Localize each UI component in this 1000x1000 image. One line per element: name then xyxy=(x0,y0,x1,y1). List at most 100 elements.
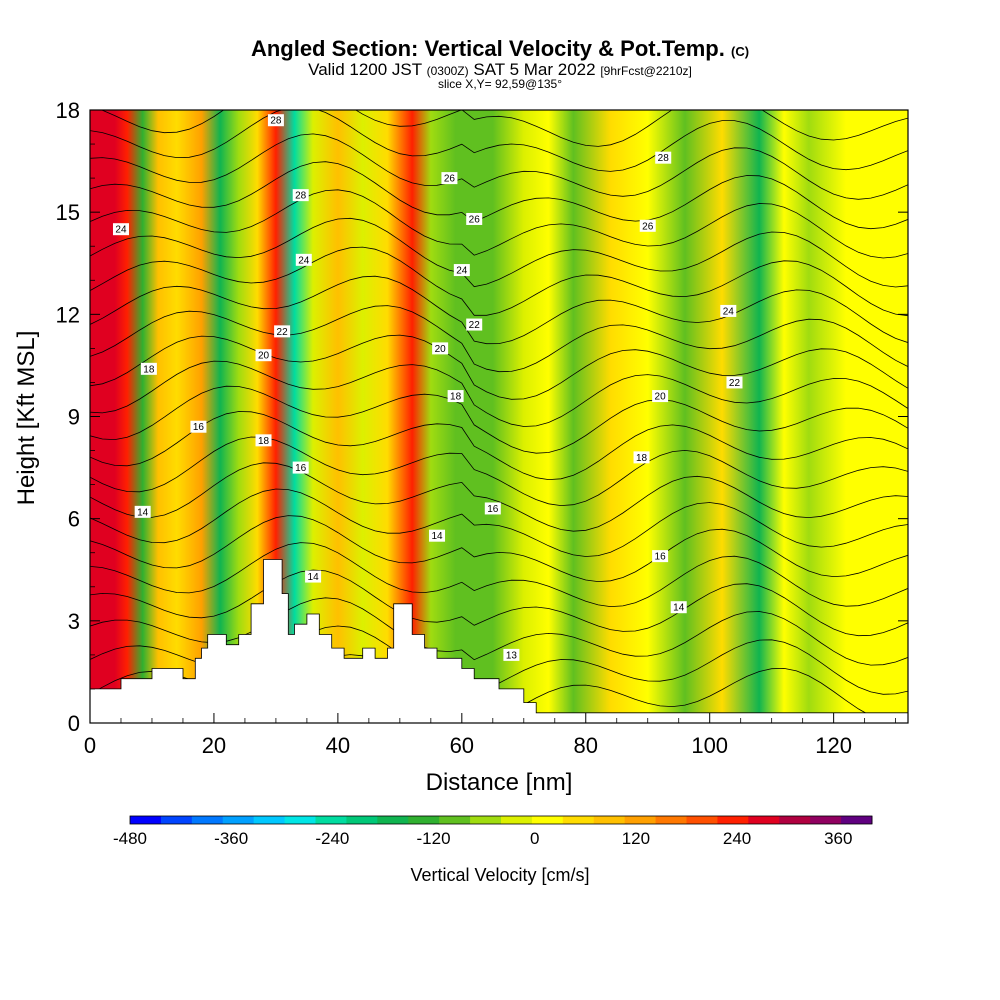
isentrope-label-text: 14 xyxy=(431,531,443,542)
isentrope-line xyxy=(90,488,908,557)
isentrope-label: 16 xyxy=(190,420,207,433)
colorbar-swatch xyxy=(562,816,595,824)
isentrope-label: 13 xyxy=(503,648,520,661)
isentrope-label: 20 xyxy=(432,342,449,355)
isentrope-label: 22 xyxy=(466,318,483,331)
colorbar-swatch xyxy=(717,816,749,824)
x-tick-label: 40 xyxy=(326,733,350,758)
isentrope-label: 26 xyxy=(441,172,458,185)
colorbar-label: 360 xyxy=(824,829,852,848)
isentrope-line xyxy=(90,305,908,373)
isentrope-line xyxy=(90,542,908,608)
isentrope-line xyxy=(90,275,908,345)
isentrope-label: 24 xyxy=(295,253,312,266)
isentrope-label-text: 20 xyxy=(258,351,270,362)
isentrope-label: 18 xyxy=(633,451,650,464)
colorbar-swatch xyxy=(222,816,255,824)
isentrope-line xyxy=(100,110,908,147)
colorbar-swatch xyxy=(346,816,378,824)
isentrope-line xyxy=(90,189,908,259)
colorbar-swatch xyxy=(531,816,564,824)
isentrope-label-text: 14 xyxy=(673,603,685,614)
x-tick-label: 100 xyxy=(691,733,728,758)
isentrope-label: 16 xyxy=(652,550,669,563)
isentrope-label-text: 24 xyxy=(298,255,310,266)
colorbar-swatch xyxy=(130,816,162,824)
vertical-velocity-field xyxy=(90,110,908,723)
isentrope-label-text: 22 xyxy=(469,320,481,331)
subtitle-forecast: [9hrFcst@2210z] xyxy=(600,64,692,78)
isentrope-label: 20 xyxy=(255,349,272,362)
colorbar-label: -240 xyxy=(315,829,349,848)
isentrope-label: 18 xyxy=(140,362,157,375)
isentrope-label: 22 xyxy=(274,325,291,338)
isentrope-line xyxy=(90,217,908,288)
isentrope-line xyxy=(90,436,908,507)
colorbar-frame xyxy=(129,815,873,825)
isentrope-label: 14 xyxy=(670,601,687,614)
x-axis-title: Distance [nm] xyxy=(426,769,573,796)
isentrope-label-text: 28 xyxy=(658,153,670,164)
colorbar-label: -480 xyxy=(113,829,147,848)
isentrope-label-text: 26 xyxy=(642,221,654,232)
x-tick-label: 20 xyxy=(202,733,226,758)
y-axis-title: Height [Kft MSL] xyxy=(13,331,40,506)
isentrope-label: 18 xyxy=(447,390,464,403)
isentrope-label-text: 24 xyxy=(456,266,468,277)
isentrope-label: 24 xyxy=(720,304,737,317)
subtitle-zulu: (0300Z) xyxy=(426,64,469,78)
subtitle-date: SAT 5 Mar 2022 xyxy=(473,60,596,79)
isentrope-label-text: 24 xyxy=(115,225,127,236)
colorbar-swatch xyxy=(160,816,193,824)
colorbar-swatch xyxy=(748,816,780,824)
isentrope-label-text: 18 xyxy=(143,364,155,375)
plot-area: 28 28 28 26 26 26 24 24 24 24 22 22 22 20 20 20 18 18 18 18… xyxy=(90,110,908,723)
colorbar-swatch xyxy=(284,816,316,824)
isentrope-label-text: 14 xyxy=(308,572,320,583)
chart-title-text: Angled Section: Vertical Velocity & Pot.… xyxy=(250,36,725,61)
isentrope-line xyxy=(90,385,908,454)
colorbar-swatch xyxy=(624,816,657,824)
isentrope-label-text: 14 xyxy=(137,507,149,518)
isentrope-label-text: 16 xyxy=(295,463,307,474)
colorbar-swatch xyxy=(191,816,224,824)
isentrope-label-text: 26 xyxy=(444,174,456,185)
isentrope-line xyxy=(90,411,908,481)
isentrope-label-text: 18 xyxy=(258,436,270,447)
isentrope-label: 24 xyxy=(453,264,470,277)
chart-title: Angled Section: Vertical Velocity & Pot.… xyxy=(0,36,1000,62)
isentrope-line xyxy=(90,334,908,400)
colorbar-swatch xyxy=(779,816,811,824)
colorbar-title: Vertical Velocity [cm/s] xyxy=(410,865,589,885)
x-tick-label: 0 xyxy=(84,733,96,758)
isentrope-label: 26 xyxy=(466,212,483,225)
isentrope-line xyxy=(90,569,908,637)
colorbar-swatch xyxy=(593,816,626,824)
colorbar: -480 -360 -240 -120 0 120 240 360 xyxy=(113,815,873,848)
x-axis: 0 20 40 60 80 100 120 xyxy=(84,713,897,758)
colorbar-swatch xyxy=(253,816,286,824)
colorbar-swatch xyxy=(655,816,687,824)
isentrope-line xyxy=(90,161,908,230)
isentrope-label-text: 28 xyxy=(270,116,282,127)
slice-label: slice X,Y= 92,59@135° xyxy=(437,77,563,91)
colorbar-swatch xyxy=(810,816,842,824)
x-tick-label: 80 xyxy=(574,733,598,758)
isentrope-label: 22 xyxy=(726,376,743,389)
isentrope-label: 14 xyxy=(429,529,446,542)
isentrope-label-text: 20 xyxy=(435,344,447,355)
isentrope-label: 14 xyxy=(305,570,322,583)
isentrope-label: 28 xyxy=(267,114,284,127)
colorbar-swatch xyxy=(315,816,347,824)
y-tick-label: 15 xyxy=(56,200,80,225)
isentrope-labels: 28 28 28 26 26 26 24 24 24 24 22 22 22 20 20 20 18 18 18 18… xyxy=(112,114,743,661)
isentrope-label: 18 xyxy=(255,434,272,447)
isentrope-label: 28 xyxy=(655,151,672,164)
y-tick-label: 12 xyxy=(56,302,80,327)
isentrope-label: 16 xyxy=(484,502,501,515)
isentrope-label-text: 16 xyxy=(487,504,499,515)
isentrope-label-text: 20 xyxy=(655,392,667,403)
isentrope-label-text: 22 xyxy=(729,378,741,389)
colorbar-swatch xyxy=(439,816,471,824)
y-axis: 0 3 6 9 12 15 18 xyxy=(56,98,908,736)
